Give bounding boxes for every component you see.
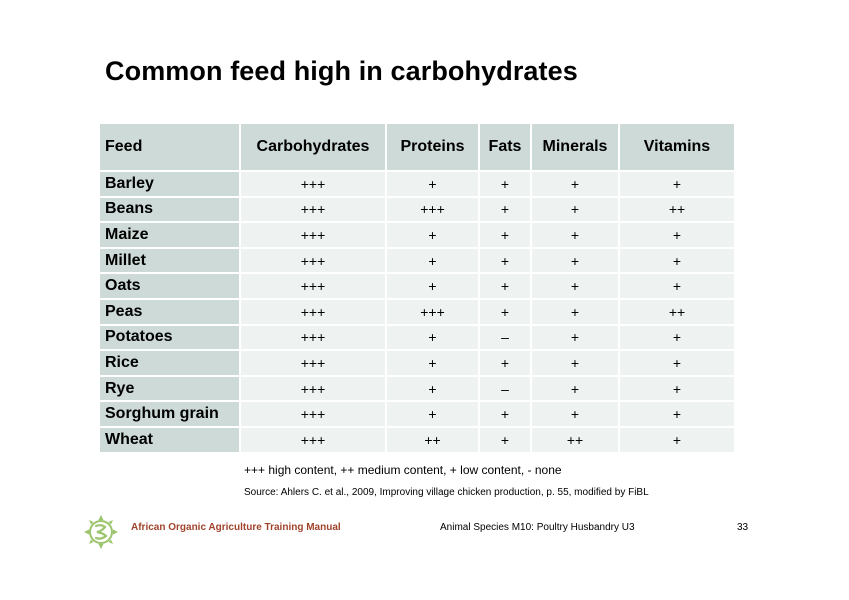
feed-name-cell: Maize bbox=[100, 223, 239, 247]
rating-cell: +++ bbox=[241, 427, 385, 452]
rating-cell: + bbox=[532, 299, 618, 324]
rating-cell: + bbox=[480, 248, 530, 273]
table-row: Barley +++ + + + + bbox=[100, 172, 734, 196]
feed-table: Feed Carbohydrates Proteins Fats Mineral… bbox=[98, 122, 736, 454]
rating-cell: + bbox=[387, 376, 478, 401]
table-row: Sorghum grain +++ + + + + bbox=[100, 402, 734, 426]
feed-name-cell: Sorghum grain bbox=[100, 402, 239, 426]
page-number: 33 bbox=[737, 522, 749, 533]
rating-cell: +++ bbox=[241, 402, 385, 426]
rating-cell: + bbox=[480, 427, 530, 452]
rating-cell: + bbox=[532, 248, 618, 273]
table-row: Rye +++ + – + + bbox=[100, 376, 734, 401]
rating-cell: + bbox=[532, 223, 618, 247]
rating-cell: + bbox=[480, 402, 530, 426]
rating-cell: + bbox=[480, 223, 530, 247]
rating-cell: + bbox=[620, 402, 734, 426]
rating-cell: ++ bbox=[387, 427, 478, 452]
rating-cell: +++ bbox=[241, 376, 385, 401]
rating-cell: +++ bbox=[241, 351, 385, 375]
rating-cell: + bbox=[620, 376, 734, 401]
table-row: Potatoes +++ + – + + bbox=[100, 325, 734, 350]
manual-title: African Organic Agriculture Training Man… bbox=[131, 522, 341, 533]
rating-cell: + bbox=[532, 274, 618, 298]
rating-cell: + bbox=[620, 351, 734, 375]
rating-cell: +++ bbox=[241, 325, 385, 350]
feed-name-cell: Wheat bbox=[100, 427, 239, 452]
feed-name-cell: Barley bbox=[100, 172, 239, 196]
rating-cell: + bbox=[387, 248, 478, 273]
table-header-row: Feed Carbohydrates Proteins Fats Mineral… bbox=[100, 124, 734, 170]
rating-cell: + bbox=[620, 248, 734, 273]
rating-cell: + bbox=[620, 325, 734, 350]
rating-cell: – bbox=[480, 325, 530, 350]
rating-cell: + bbox=[387, 172, 478, 196]
table-row: Maize +++ + + + + bbox=[100, 223, 734, 247]
feed-name-cell: Beans bbox=[100, 197, 239, 222]
feed-name-cell: Rice bbox=[100, 351, 239, 375]
rating-cell: +++ bbox=[241, 223, 385, 247]
table-row: Millet +++ + + + + bbox=[100, 248, 734, 273]
feed-name-cell: Peas bbox=[100, 299, 239, 324]
rating-cell: + bbox=[387, 223, 478, 247]
rating-cell: + bbox=[532, 325, 618, 350]
feed-name-cell: Potatoes bbox=[100, 325, 239, 350]
rating-cell: + bbox=[480, 172, 530, 196]
rating-cell: + bbox=[387, 274, 478, 298]
rating-cell: +++ bbox=[387, 299, 478, 324]
rating-cell: + bbox=[532, 351, 618, 375]
table-row: Beans +++ +++ + + ++ bbox=[100, 197, 734, 222]
rating-cell: + bbox=[387, 325, 478, 350]
rating-cell: ++ bbox=[620, 299, 734, 324]
column-header-vitamins: Vitamins bbox=[620, 124, 734, 170]
rating-cell: + bbox=[620, 274, 734, 298]
rating-cell: + bbox=[480, 197, 530, 222]
column-header-fats: Fats bbox=[480, 124, 530, 170]
rating-cell: + bbox=[532, 172, 618, 196]
rating-cell: +++ bbox=[241, 248, 385, 273]
feed-name-cell: Rye bbox=[100, 376, 239, 401]
rating-cell: + bbox=[480, 299, 530, 324]
rating-cell: – bbox=[480, 376, 530, 401]
rating-cell: + bbox=[620, 427, 734, 452]
table-row: Wheat +++ ++ + ++ + bbox=[100, 427, 734, 452]
rating-cell: + bbox=[387, 351, 478, 375]
rating-cell: ++ bbox=[620, 197, 734, 222]
rating-cell: + bbox=[387, 402, 478, 426]
rating-cell: +++ bbox=[241, 172, 385, 196]
column-header-proteins: Proteins bbox=[387, 124, 478, 170]
feed-name-cell: Oats bbox=[100, 274, 239, 298]
module-title: Animal Species M10: Poultry Husbandry U3 bbox=[440, 522, 635, 533]
rating-cell: +++ bbox=[387, 197, 478, 222]
page-title: Common feed high in carbohydrates bbox=[105, 56, 578, 86]
rating-cell: + bbox=[620, 223, 734, 247]
source-citation: Source: Ahlers C. et al., 2009, Improvin… bbox=[244, 487, 649, 498]
column-header-carbohydrates: Carbohydrates bbox=[241, 124, 385, 170]
rating-cell: +++ bbox=[241, 197, 385, 222]
rating-cell: + bbox=[532, 402, 618, 426]
legend-text: +++ high content, ++ medium content, + l… bbox=[244, 463, 562, 477]
column-header-minerals: Minerals bbox=[532, 124, 618, 170]
rating-cell: + bbox=[532, 197, 618, 222]
rating-cell: +++ bbox=[241, 299, 385, 324]
column-header-feed: Feed bbox=[100, 124, 239, 170]
rating-cell: + bbox=[532, 376, 618, 401]
rating-cell: + bbox=[480, 274, 530, 298]
rating-cell: + bbox=[480, 351, 530, 375]
sunflower-logo-icon bbox=[84, 515, 118, 549]
rating-cell: +++ bbox=[241, 274, 385, 298]
feed-name-cell: Millet bbox=[100, 248, 239, 273]
table-row: Oats +++ + + + + bbox=[100, 274, 734, 298]
table-row: Peas +++ +++ + + ++ bbox=[100, 299, 734, 324]
rating-cell: ++ bbox=[532, 427, 618, 452]
table-row: Rice +++ + + + + bbox=[100, 351, 734, 375]
rating-cell: + bbox=[620, 172, 734, 196]
